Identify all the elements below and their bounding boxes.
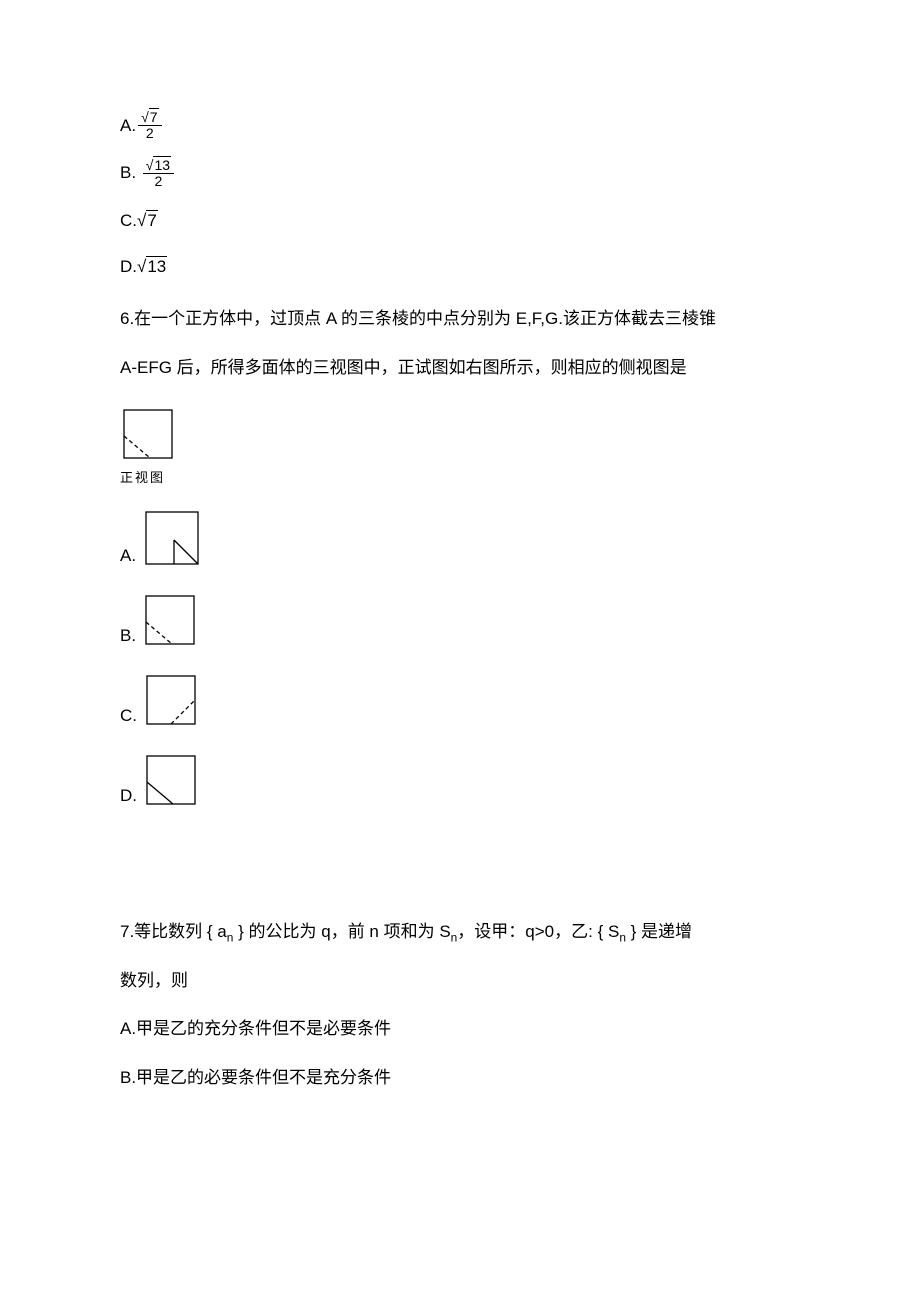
q6-option-c-row: C. [120,672,800,732]
q7-option-a: A.甲是乙的充分条件但不是必要条件 [120,1009,800,1050]
option-letter: B. [120,158,136,189]
option-letter: B. [120,621,136,652]
sqrt-value: 7 [137,206,158,237]
option-letter: A. [120,541,136,572]
option-b-svg [142,592,202,652]
q6-line1: 6.在一个正方体中，过顶点 A 的三条棱的中点分别为 E,F,G.该正方体截去三… [120,299,800,340]
q7-line1: 7.等比数列 { an } 的公比为 q，前 n 项和为 Sn，设甲：q>0，乙… [120,912,800,953]
option-letter: C. [120,701,137,732]
option-letter: D. [120,252,137,283]
q5-option-a: A. 7 2 [120,110,800,142]
q6-option-b-row: B. [120,592,800,652]
fraction: 13 2 [143,158,174,190]
q7-option-b: B.甲是乙的必要条件但不是充分条件 [120,1058,800,1099]
q5-option-c: C. 7 [120,206,800,237]
front-view-figure: 正视图 [120,406,800,489]
q5-option-d: D. 13 [120,252,800,283]
front-view-label: 正视图 [120,466,800,489]
option-letter: D. [120,781,137,812]
q6-option-d-row: D. [120,752,800,812]
option-c-svg [143,672,203,732]
q6-option-a-row: A. [120,508,800,572]
option-d-svg [143,752,203,812]
front-view-svg [120,406,180,466]
sqrt-value: 13 [137,252,167,283]
q7-line2: 数列，则 [120,961,800,1002]
option-letter: A. [120,111,136,142]
option-letter: C. [120,206,137,237]
q5-option-b: B. 13 2 [120,158,800,190]
fraction: 7 2 [138,110,161,142]
option-a-svg [142,508,206,572]
q6-line2: A-EFG 后，所得多面体的三视图中，正试图如右图所示，则相应的侧视图是 [120,348,800,389]
